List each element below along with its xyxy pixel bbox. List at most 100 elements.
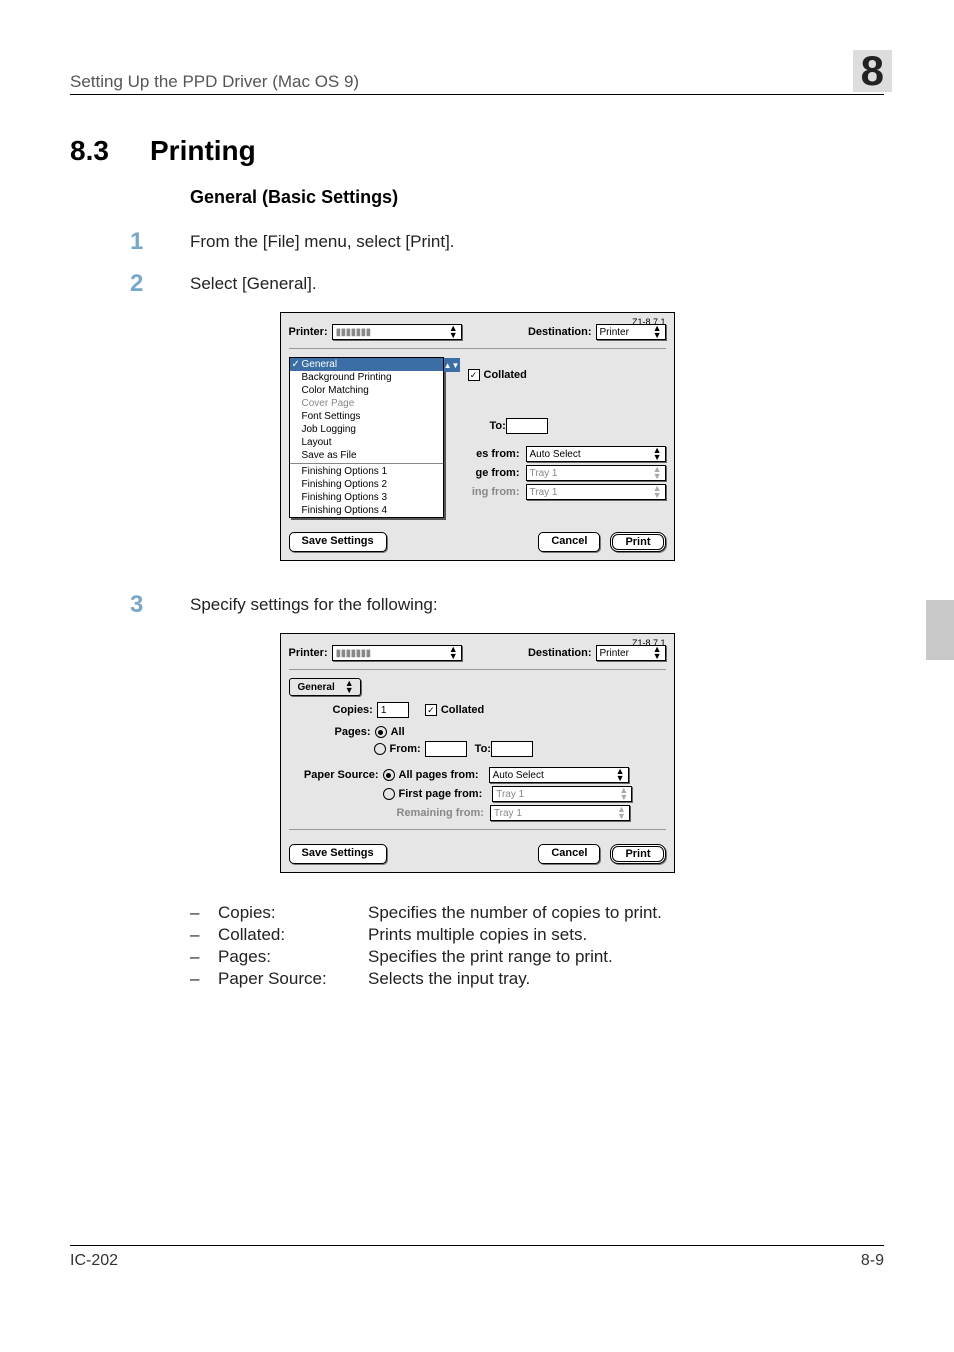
section-number: 8.3 — [70, 135, 150, 167]
chapter-number: 8 — [853, 50, 892, 92]
dash: – — [190, 947, 218, 967]
page-header: Setting Up the PPD Driver (Mac OS 9) 8 — [70, 50, 884, 95]
menu-item-color-matching[interactable]: Color Matching — [290, 384, 443, 397]
desc-key: Pages: — [218, 947, 368, 967]
printer-select[interactable]: ▮▮▮▮▮▮▮ ▲▼ — [332, 645, 462, 661]
first-page-from-radio[interactable]: First page from: — [383, 788, 483, 800]
updown-icon: ▲▼ — [616, 768, 625, 782]
remaining-source-select[interactable]: Tray 1 ▲▼ — [526, 484, 666, 500]
pages-from-radio[interactable]: From: — [374, 743, 421, 755]
pages-all-radio[interactable]: All — [375, 726, 405, 738]
print-dialog-general: Z1-8.7.1 Printer: ▮▮▮▮▮▮▮ ▲▼ Destination… — [280, 633, 675, 873]
step-text: Select [General]. — [190, 270, 317, 294]
printer-value-blurred: ▮▮▮▮▮▮▮ — [336, 327, 371, 338]
menu-item-finishing-1[interactable]: Finishing Options 1 — [290, 465, 443, 478]
menu-item-job-logging[interactable]: Job Logging — [290, 423, 443, 436]
updown-icon: ▲▼ — [617, 806, 626, 820]
updown-icon: ▲▼ — [619, 787, 628, 801]
description-list: – Copies: Specifies the number of copies… — [190, 903, 884, 989]
divider — [289, 829, 666, 830]
step-number: 2 — [130, 270, 190, 298]
panel-select[interactable]: General ▲▼ — [289, 678, 361, 696]
menu-item-font-settings[interactable]: Font Settings — [290, 410, 443, 423]
menu-item-layout[interactable]: Layout — [290, 436, 443, 449]
dialog-version: Z1-8.7.1 — [632, 317, 666, 327]
pages-label: Pages: — [335, 726, 371, 738]
destination-label: Destination: — [528, 326, 592, 338]
menu-item-background-printing[interactable]: Background Printing — [290, 371, 443, 384]
desc-value: Specifies the print range to print. — [368, 947, 613, 967]
pages-all-label: All — [391, 726, 405, 738]
to-input[interactable] — [506, 418, 548, 434]
step-text: From the [File] menu, select [Print]. — [190, 228, 455, 252]
dash: – — [190, 903, 218, 923]
radio-icon — [375, 726, 387, 738]
step-number: 3 — [130, 591, 190, 619]
paper-source-label: Paper Source: — [289, 769, 379, 781]
destination-value: Printer — [600, 648, 629, 659]
remaining-from-label: Remaining from: — [397, 807, 484, 819]
menu-item-finishing-4[interactable]: Finishing Options 4 — [290, 504, 443, 517]
select-value: Tray 1 — [530, 487, 558, 498]
collated-label: Collated — [484, 369, 527, 381]
updown-icon: ▲▼ — [653, 325, 662, 339]
step-number: 1 — [130, 228, 190, 256]
collated-checkbox[interactable]: ✓ Collated — [425, 704, 484, 716]
first-page-label-clip: ge from: — [468, 467, 520, 479]
save-settings-button[interactable]: Save Settings — [289, 844, 387, 864]
updown-icon: ▲▼ — [444, 358, 460, 372]
menu-item-general[interactable]: General — [290, 358, 443, 371]
print-button[interactable]: Print — [610, 532, 665, 552]
first-page-source-select[interactable]: Tray 1 ▲▼ — [526, 465, 666, 481]
updown-icon: ▲▼ — [653, 447, 662, 461]
footer-right: 8-9 — [861, 1252, 884, 1270]
all-pages-from-radio[interactable]: All pages from: — [383, 769, 479, 781]
footer-left: IC-202 — [70, 1252, 118, 1270]
select-value: Tray 1 — [494, 808, 522, 819]
save-settings-button[interactable]: Save Settings — [289, 532, 387, 552]
collated-label: Collated — [441, 704, 484, 716]
destination-label: Destination: — [528, 647, 592, 659]
all-pages-source-select[interactable]: Auto Select ▲▼ — [489, 767, 629, 783]
first-page-source-select[interactable]: Tray 1 ▲▼ — [492, 786, 632, 802]
dash: – — [190, 969, 218, 989]
step-text: Specify settings for the following: — [190, 591, 438, 615]
select-value: Tray 1 — [530, 468, 558, 479]
from-input[interactable] — [425, 741, 467, 757]
destination-value: Printer — [600, 327, 629, 338]
menu-item-finishing-3[interactable]: Finishing Options 3 — [290, 491, 443, 504]
all-pages-source-select[interactable]: Auto Select ▲▼ — [526, 446, 666, 462]
to-input[interactable] — [491, 741, 533, 757]
print-button[interactable]: Print — [610, 844, 665, 864]
menu-item-cover-page[interactable]: Cover Page — [290, 397, 443, 410]
section-title: Printing — [150, 135, 256, 166]
updown-icon: ▲▼ — [653, 646, 662, 660]
menu-item-finishing-2[interactable]: Finishing Options 2 — [290, 478, 443, 491]
menu-item-save-as-file[interactable]: Save as File — [290, 449, 443, 462]
panel-popup-menu[interactable]: ▲▼ General Background Printing Color Mat… — [289, 357, 444, 518]
to-label: To: — [490, 420, 506, 432]
radio-icon — [374, 743, 386, 755]
first-page-from-label: First page from: — [399, 788, 483, 800]
dash: – — [190, 925, 218, 945]
select-value: Auto Select — [493, 770, 544, 781]
radio-icon — [383, 769, 395, 781]
divider — [289, 669, 666, 670]
updown-icon: ▲▼ — [653, 466, 662, 480]
copies-label: Copies: — [333, 704, 373, 716]
collated-checkbox[interactable]: ✓ Collated — [468, 369, 527, 381]
desc-key: Collated: — [218, 925, 368, 945]
remaining-source-select[interactable]: Tray 1 ▲▼ — [490, 805, 630, 821]
printer-select[interactable]: ▮▮▮▮▮▮▮ ▲▼ — [332, 324, 462, 340]
cancel-button[interactable]: Cancel — [538, 844, 600, 864]
copies-input[interactable]: 1 — [377, 702, 409, 718]
updown-icon: ▲▼ — [345, 680, 354, 694]
all-pages-from-label: All pages from: — [399, 769, 479, 781]
pages-from-label: From: — [390, 743, 421, 755]
desc-key: Copies: — [218, 903, 368, 923]
cancel-button[interactable]: Cancel — [538, 532, 600, 552]
divider — [289, 348, 666, 349]
section-heading: 8.3Printing — [70, 135, 884, 167]
printer-label: Printer: — [289, 647, 328, 659]
select-value: Auto Select — [530, 449, 581, 460]
